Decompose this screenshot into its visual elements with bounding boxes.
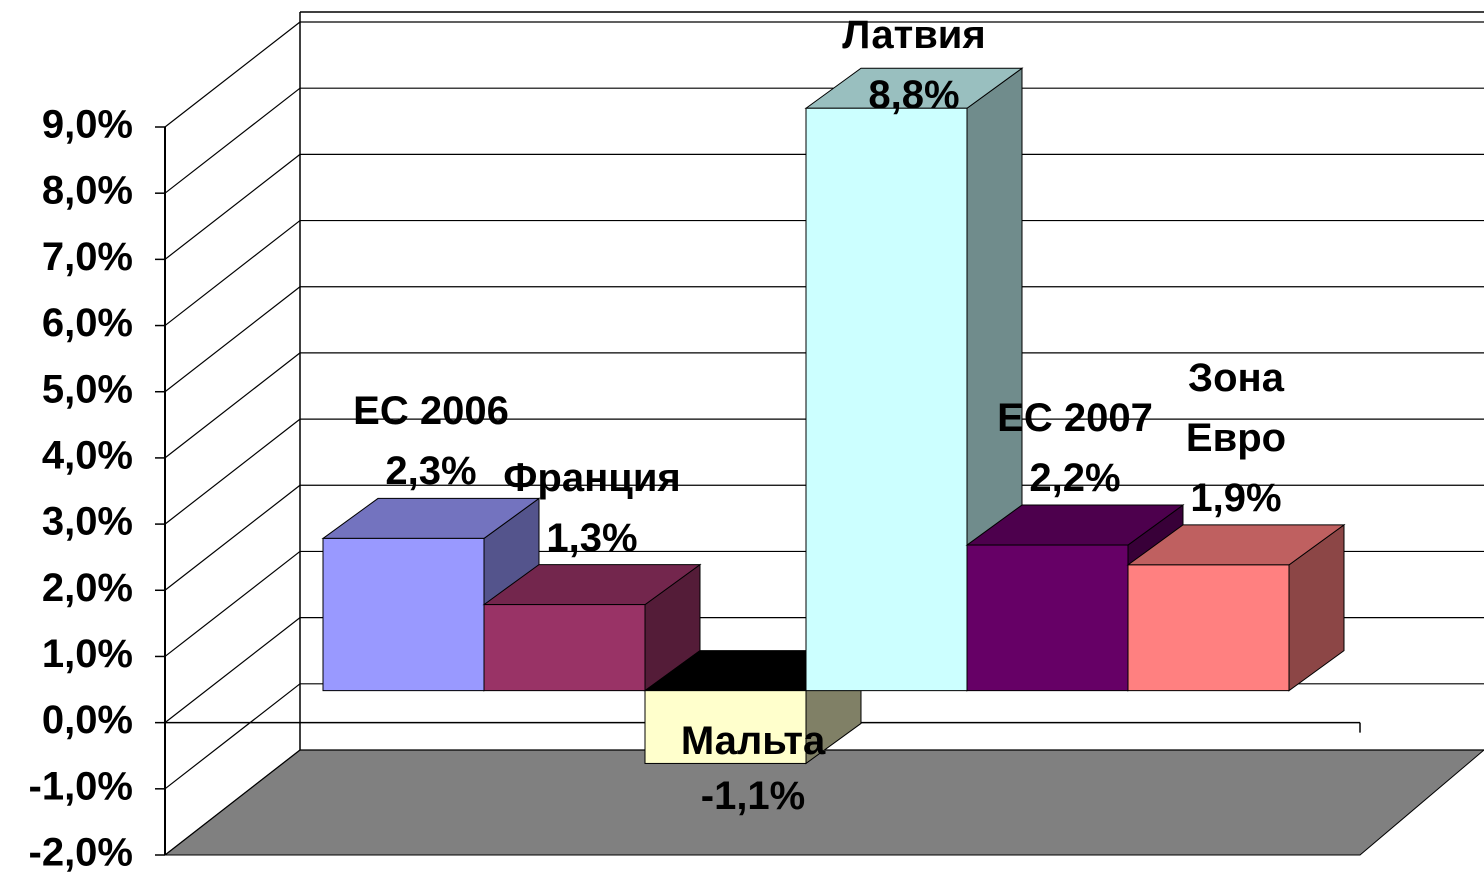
- side-grid-line: [164, 286, 301, 393]
- side-grid-line: [164, 484, 301, 591]
- side-grid-line: [164, 220, 301, 327]
- bar: [1127, 564, 1290, 692]
- side-grid-line: [164, 21, 301, 128]
- y-tick-label: -2,0%: [29, 831, 134, 875]
- side-grid-line: [164, 683, 301, 790]
- side-grid-line: [164, 153, 301, 260]
- category-label: Латвия: [842, 13, 986, 57]
- bar: [644, 690, 807, 764]
- side-grid-line: [164, 87, 301, 194]
- y-tick-label: 5,0%: [42, 367, 133, 411]
- y-tick-label: 6,0%: [42, 301, 133, 345]
- side-grid-line: [164, 749, 301, 856]
- y-tick-label: -1,0%: [29, 764, 134, 808]
- bar: [322, 537, 485, 692]
- side-grid-line: [164, 617, 301, 724]
- bar: [966, 544, 1129, 692]
- value-label: 1,9%: [1190, 475, 1282, 520]
- side-grid-line: [164, 418, 301, 525]
- y-tick-label: 1,0%: [42, 632, 133, 676]
- value-label: 1,3%: [546, 515, 638, 560]
- category-label: Франция: [503, 455, 681, 500]
- value-label: 2,3%: [385, 449, 477, 494]
- category-label: Зона Евро: [1185, 355, 1287, 460]
- bar: [483, 604, 646, 692]
- category-label: Мальта: [680, 719, 826, 764]
- value-label: -1,1%: [700, 774, 806, 819]
- category-label: ЕС 2007: [997, 396, 1153, 441]
- y-tick-label: 8,0%: [42, 169, 133, 213]
- side-grid-line: [164, 550, 301, 657]
- y-tick-label: 4,0%: [42, 433, 133, 477]
- y-tick-label: 0,0%: [42, 698, 133, 742]
- y-tick-label: 9,0%: [42, 103, 133, 147]
- value-label: 2,2%: [1029, 456, 1121, 501]
- y-tick-label: 3,0%: [42, 500, 133, 544]
- y-tick-label: 7,0%: [42, 235, 133, 279]
- side-grid-line: [164, 352, 301, 459]
- y-tick-label: 2,0%: [42, 566, 133, 610]
- bar: [805, 107, 968, 692]
- value-label: 8,8%: [868, 73, 960, 117]
- category-label: ЕС 2006: [353, 389, 509, 434]
